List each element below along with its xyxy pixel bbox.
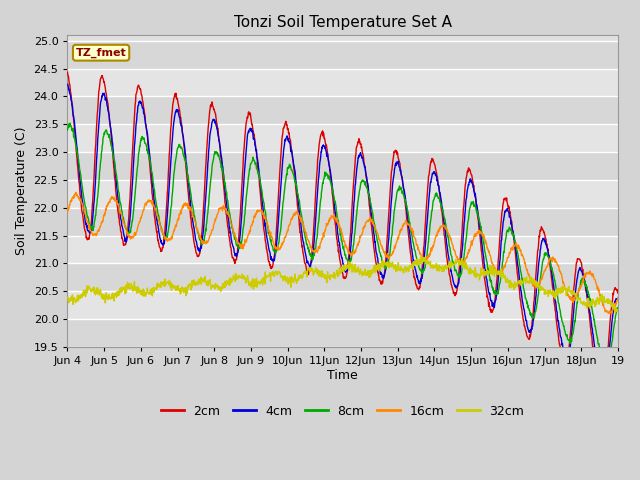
Line: 4cm: 4cm bbox=[67, 84, 618, 386]
8cm bbox=[67, 120, 74, 126]
8cm bbox=[186, 187, 194, 193]
16cm bbox=[614, 294, 622, 300]
32cm bbox=[186, 281, 194, 287]
32cm bbox=[173, 283, 180, 289]
Bar bbox=[67, 180, 618, 208]
4cm bbox=[248, 126, 255, 132]
32cm bbox=[500, 275, 508, 281]
16cm bbox=[248, 223, 256, 228]
32cm bbox=[429, 262, 436, 268]
Bar bbox=[67, 96, 618, 124]
32cm bbox=[248, 278, 255, 284]
4cm bbox=[500, 215, 508, 220]
Bar bbox=[67, 69, 618, 96]
X-axis label: Time: Time bbox=[327, 369, 358, 382]
16cm bbox=[606, 311, 614, 316]
32cm bbox=[417, 254, 425, 260]
32cm bbox=[611, 310, 619, 315]
Bar bbox=[67, 319, 618, 347]
Line: 16cm: 16cm bbox=[67, 192, 618, 313]
8cm bbox=[173, 149, 180, 155]
Text: TZ_fmet: TZ_fmet bbox=[76, 48, 127, 58]
Bar bbox=[67, 236, 618, 264]
Line: 32cm: 32cm bbox=[67, 257, 618, 312]
Bar bbox=[67, 291, 618, 319]
16cm bbox=[173, 220, 180, 226]
4cm bbox=[186, 192, 194, 198]
Legend: 2cm, 4cm, 8cm, 16cm, 32cm: 2cm, 4cm, 8cm, 16cm, 32cm bbox=[156, 400, 529, 423]
4cm bbox=[428, 172, 436, 178]
32cm bbox=[63, 295, 71, 301]
16cm bbox=[186, 205, 194, 211]
Bar bbox=[67, 208, 618, 236]
16cm bbox=[72, 190, 80, 195]
8cm bbox=[500, 247, 508, 253]
8cm bbox=[429, 205, 436, 211]
2cm bbox=[428, 156, 436, 161]
Y-axis label: Soil Temperature (C): Soil Temperature (C) bbox=[15, 127, 28, 255]
2cm bbox=[63, 70, 71, 75]
32cm bbox=[549, 288, 557, 294]
Bar bbox=[67, 152, 618, 180]
4cm bbox=[600, 383, 607, 389]
2cm bbox=[598, 390, 605, 396]
2cm bbox=[173, 96, 180, 102]
4cm bbox=[63, 82, 71, 87]
2cm bbox=[614, 290, 622, 296]
4cm bbox=[173, 107, 180, 112]
4cm bbox=[548, 276, 556, 282]
2cm bbox=[186, 207, 194, 213]
16cm bbox=[549, 254, 557, 260]
8cm bbox=[248, 159, 256, 165]
Title: Tonzi Soil Temperature Set A: Tonzi Soil Temperature Set A bbox=[234, 15, 452, 30]
16cm bbox=[500, 263, 508, 268]
8cm bbox=[604, 362, 611, 368]
Bar bbox=[67, 124, 618, 152]
2cm bbox=[248, 119, 255, 125]
8cm bbox=[63, 127, 71, 133]
16cm bbox=[63, 209, 71, 215]
8cm bbox=[614, 305, 622, 311]
Line: 2cm: 2cm bbox=[67, 72, 618, 393]
16cm bbox=[429, 245, 436, 251]
8cm bbox=[549, 269, 557, 275]
Line: 8cm: 8cm bbox=[67, 123, 618, 365]
4cm bbox=[614, 297, 622, 302]
Bar bbox=[67, 41, 618, 69]
32cm bbox=[614, 308, 622, 314]
2cm bbox=[500, 196, 508, 202]
2cm bbox=[548, 284, 556, 290]
Bar bbox=[67, 264, 618, 291]
